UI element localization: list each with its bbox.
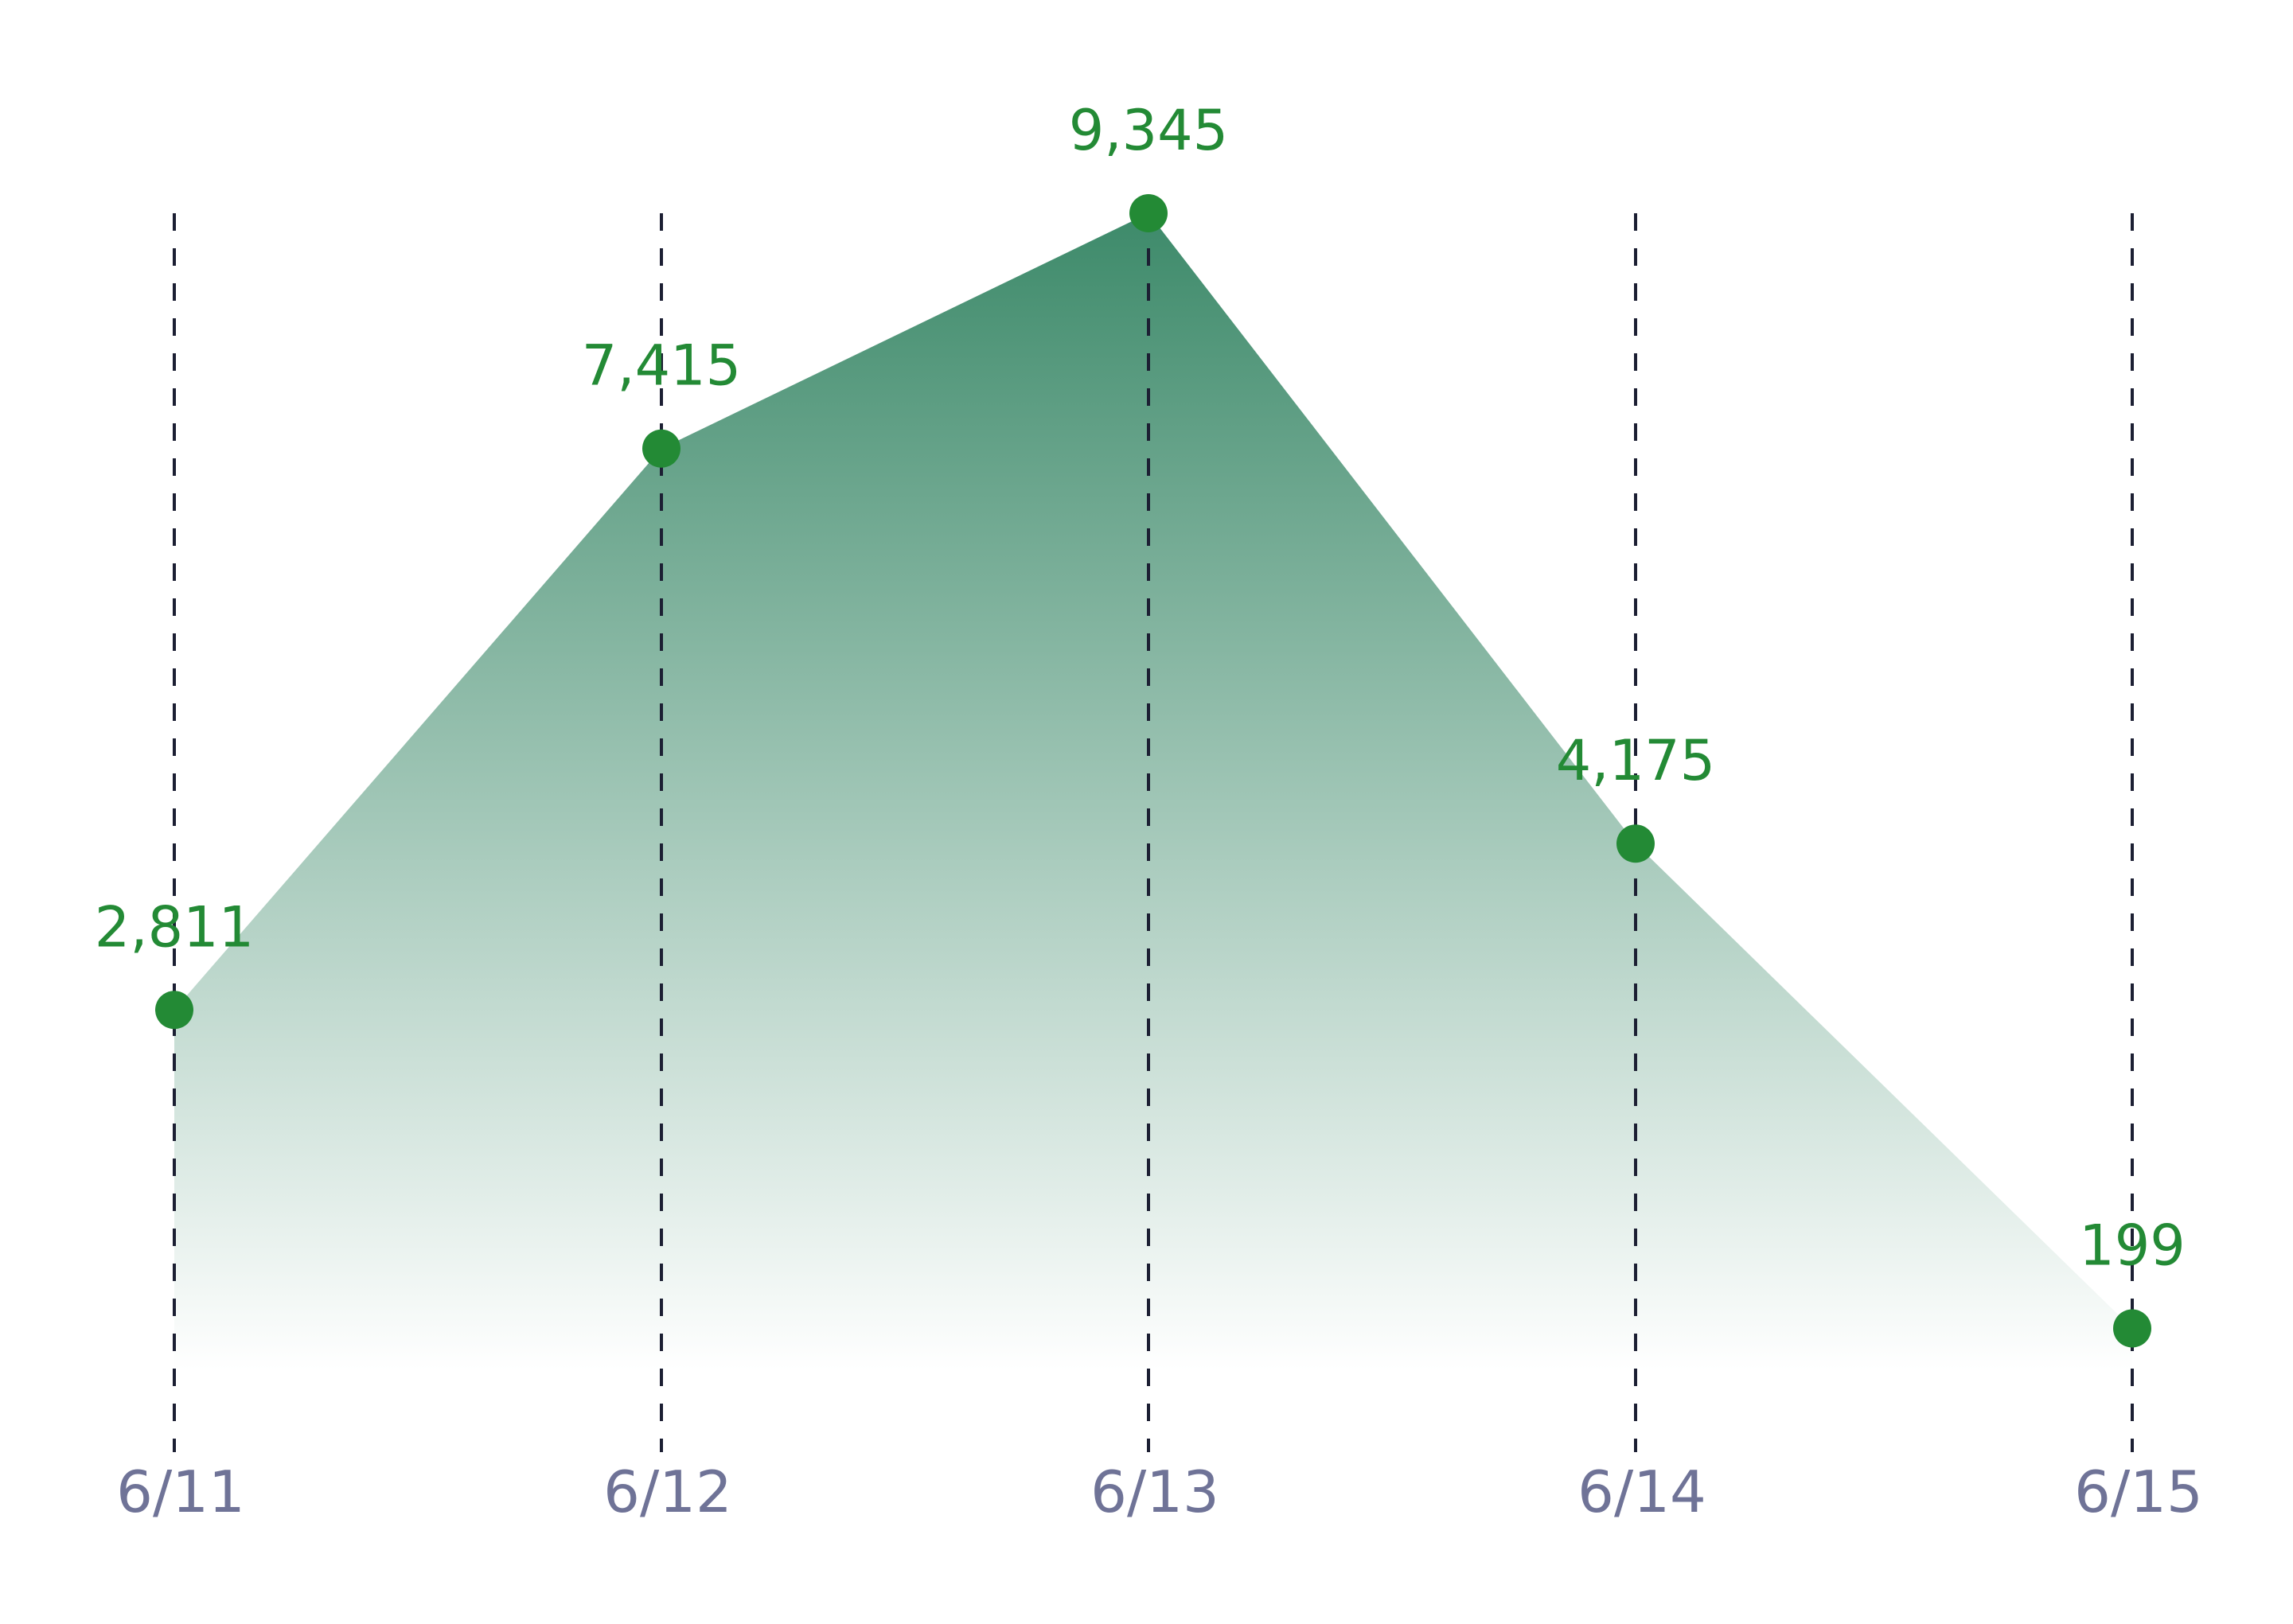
data-label-6-15: 199	[2079, 1213, 2186, 1279]
data-label-6-14: 4,175	[1556, 728, 1715, 793]
data-label-6-12: 7,415	[582, 333, 741, 399]
x-tick-label-6-11: 6/11	[116, 1458, 245, 1525]
area-layer	[174, 213, 2132, 1370]
x-tick-label-6-12: 6/12	[603, 1458, 732, 1525]
data-point-6-14	[1616, 824, 1655, 863]
area-fill	[174, 213, 2132, 1370]
data-point-6-12	[642, 429, 680, 468]
data-points	[155, 194, 2151, 1348]
x-axis-ticks: 6/11 6/12 6/13 6/14 6/15	[116, 1458, 2203, 1525]
data-label-6-13: 9,345	[1069, 98, 1228, 163]
gridlines	[173, 213, 2134, 1452]
data-point-6-15	[2113, 1309, 2151, 1348]
data-label-6-11: 2,811	[95, 894, 254, 960]
data-point-6-11	[155, 991, 193, 1030]
data-labels: 2,811 7,415 9,345 4,175 199	[95, 98, 2186, 1279]
x-tick-label-6-13: 6/13	[1090, 1458, 1219, 1525]
data-point-6-13	[1129, 194, 1168, 232]
x-tick-label-6-15: 6/15	[2074, 1458, 2203, 1525]
x-tick-label-6-14: 6/14	[1577, 1458, 1706, 1525]
